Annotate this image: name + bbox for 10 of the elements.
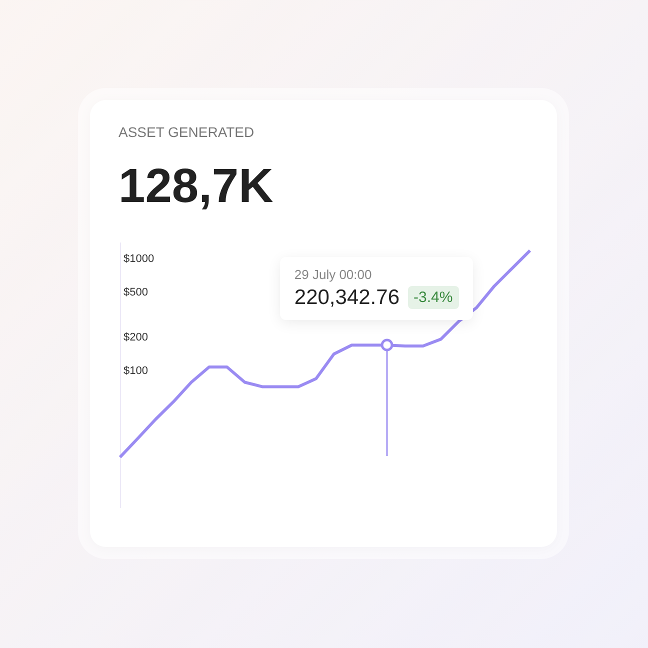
y-tick-label: $100 [124, 365, 148, 378]
line-series [118, 249, 532, 459]
y-tick-label: $1000 [124, 252, 154, 265]
annotation: 220,342.76 [294, 286, 400, 310]
chart-title: ASSET GENERATED [118, 124, 254, 140]
annotation: 29 July 00:00 [294, 267, 373, 282]
annotation: -3.4% [408, 286, 459, 310]
y-tick-label: $200 [124, 331, 148, 344]
chart-subtitle: 128,7K [118, 160, 274, 213]
y-tick-label: $500 [124, 286, 148, 299]
